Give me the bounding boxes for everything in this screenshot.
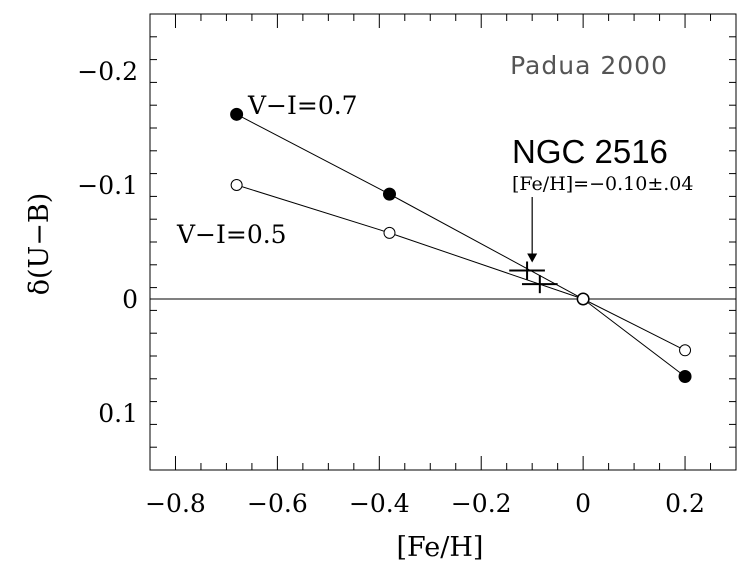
- y-axis-label: δ(U−B): [24, 193, 55, 296]
- open-data-point: [383, 226, 396, 239]
- series-label-v-i-0-7: V−I=0.7: [247, 91, 358, 120]
- cluster-metallicity-label: [Fe/H]=−0.10±.04: [512, 173, 693, 195]
- open-data-point: [577, 293, 590, 305]
- cluster-marker: [509, 197, 558, 294]
- open-data-point: [679, 344, 692, 357]
- cluster-arrow-head: [527, 253, 538, 263]
- filled-data-point: [230, 107, 244, 121]
- x-tick-label: −0.6: [247, 489, 308, 518]
- series-line: [236, 113, 686, 377]
- series-label-v-i-0-5: V−I=0.5: [176, 220, 287, 249]
- y-tick-label: 0: [122, 285, 138, 314]
- filled-data-point: [382, 187, 396, 201]
- filled-data-point: [678, 370, 692, 384]
- y-tick-label: 0.1: [98, 399, 138, 428]
- corner-label: Padua 2000: [510, 51, 668, 80]
- x-tick-label: −0.4: [349, 489, 410, 518]
- cluster-name-label: NGC 2516: [512, 133, 668, 170]
- axis-ticks: −0.8 −0.6 −0.4 −0.2 0 0.2 −0.2 −0.1 0 0.1: [77, 13, 737, 518]
- x-axis-label: [Fe/H]: [397, 532, 484, 563]
- x-tick-label: 0.2: [665, 489, 705, 518]
- open-data-point: [230, 179, 243, 191]
- x-tick-label: 0: [575, 489, 591, 518]
- series-line: [236, 184, 686, 351]
- y-tick-label: −0.2: [77, 57, 138, 86]
- data-series: [230, 107, 692, 384]
- x-tick-label: −0.2: [451, 489, 512, 518]
- x-tick-label: −0.8: [145, 489, 206, 518]
- y-tick-label: −0.1: [77, 171, 138, 200]
